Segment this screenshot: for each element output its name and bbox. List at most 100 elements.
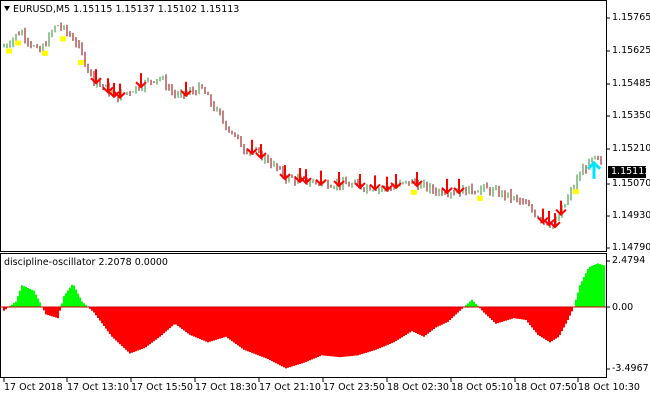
histogram-bar [77,293,79,307]
histogram-bar [401,307,403,338]
histogram-bar [377,307,379,349]
time-label: 18 Oct 07:50 [515,382,577,393]
oscillator-header: discipline-oscillator 2.2078 0.0000 [4,257,168,268]
buy-arrow [586,160,602,179]
histogram-bar [131,307,133,353]
histogram-bar [497,307,499,324]
histogram-bar [29,288,31,307]
histogram-bar [459,307,461,311]
histogram-bar [455,307,457,315]
osc-label: -3.4967 [612,363,649,374]
histogram-bar [17,296,19,307]
histogram-bar [95,307,97,316]
histogram-bar [603,265,605,307]
time-label: 18 Oct 02:30 [387,382,449,393]
histogram-bar [241,307,243,349]
histogram-bar [547,307,549,342]
histogram-bar [539,307,541,337]
histogram-bar [475,303,477,307]
sell-arrow [246,139,258,156]
histogram-bar [413,307,415,333]
sell-arrow [453,178,465,195]
histogram-bar [237,307,239,346]
histogram-bar [503,307,505,322]
histogram-bar [479,307,481,309]
signal-marker [60,36,66,42]
histogram-bar [433,307,435,329]
histogram-bar [533,307,535,330]
histogram-bar [385,307,387,346]
histogram-bar [359,307,361,355]
histogram-bar [13,303,15,307]
histogram-bar [409,307,411,333]
histogram-bar [53,307,55,317]
histogram-bar [427,307,429,334]
histogram-bar [59,307,61,311]
histogram-bar [105,307,107,329]
histogram-bar [473,301,475,307]
histogram-bar [183,307,185,331]
histogram-bar [205,307,207,342]
histogram-bar [395,307,397,342]
sell-arrow [441,178,453,195]
price-label: 1.15765 [612,12,650,23]
main-chart-frame [0,0,607,252]
histogram-bar [283,307,285,368]
sell-arrow [294,168,306,184]
time-label: 18 Oct 05:10 [451,382,513,393]
histogram-bar [155,307,157,340]
sell-arrow [549,213,561,229]
histogram-bar [601,264,603,307]
histogram-bar [329,307,331,357]
sell-arrow [300,169,312,185]
price-label: 1.15485 [612,78,650,89]
histogram-bar [557,307,559,338]
histogram-bar [157,307,159,339]
signal-marker [411,189,417,195]
histogram-bar [125,307,127,350]
histogram-bar [193,307,195,337]
histogram-bar [199,307,201,340]
histogram-bar [597,263,599,307]
signal-marker [6,48,12,54]
histogram-bar [141,307,143,350]
histogram-bar [181,307,183,329]
histogram-bar [239,307,241,347]
histogram-bar [219,307,221,339]
histogram-bar [81,301,83,307]
histogram-bar [567,307,569,321]
histogram-bar [439,307,441,326]
histogram-bar [129,307,131,354]
histogram-bar [465,305,467,307]
histogram-bar [153,307,155,342]
histogram-bar [251,307,253,353]
histogram-bar [591,265,593,307]
histogram-bar [577,292,579,307]
histogram-bar [495,307,497,324]
osc-label: 2.4794 [612,255,646,266]
histogram-bar [361,307,363,355]
histogram-bar [543,307,545,339]
histogram-bar [231,307,233,342]
histogram-bar [99,307,101,321]
histogram-bar [471,299,473,307]
sell-arrow [381,176,393,192]
histogram-bar [293,307,295,366]
histogram-bar [525,307,527,321]
sell-arrow [180,81,192,98]
histogram-bar [393,307,395,343]
histogram-bar [373,307,375,351]
chart-menu-triangle-icon[interactable] [4,6,10,11]
sell-arrow [555,200,567,216]
histogram-bar [207,307,209,343]
histogram-bar [43,307,45,311]
histogram-bar [569,307,571,316]
histogram-bar [45,307,47,315]
histogram-bar [167,307,169,330]
current-price-badge: 1.15113 [608,166,650,178]
histogram-bar [261,307,263,357]
histogram-bar [381,307,383,348]
histogram-bar [349,307,351,357]
sell-arrow [315,170,327,187]
